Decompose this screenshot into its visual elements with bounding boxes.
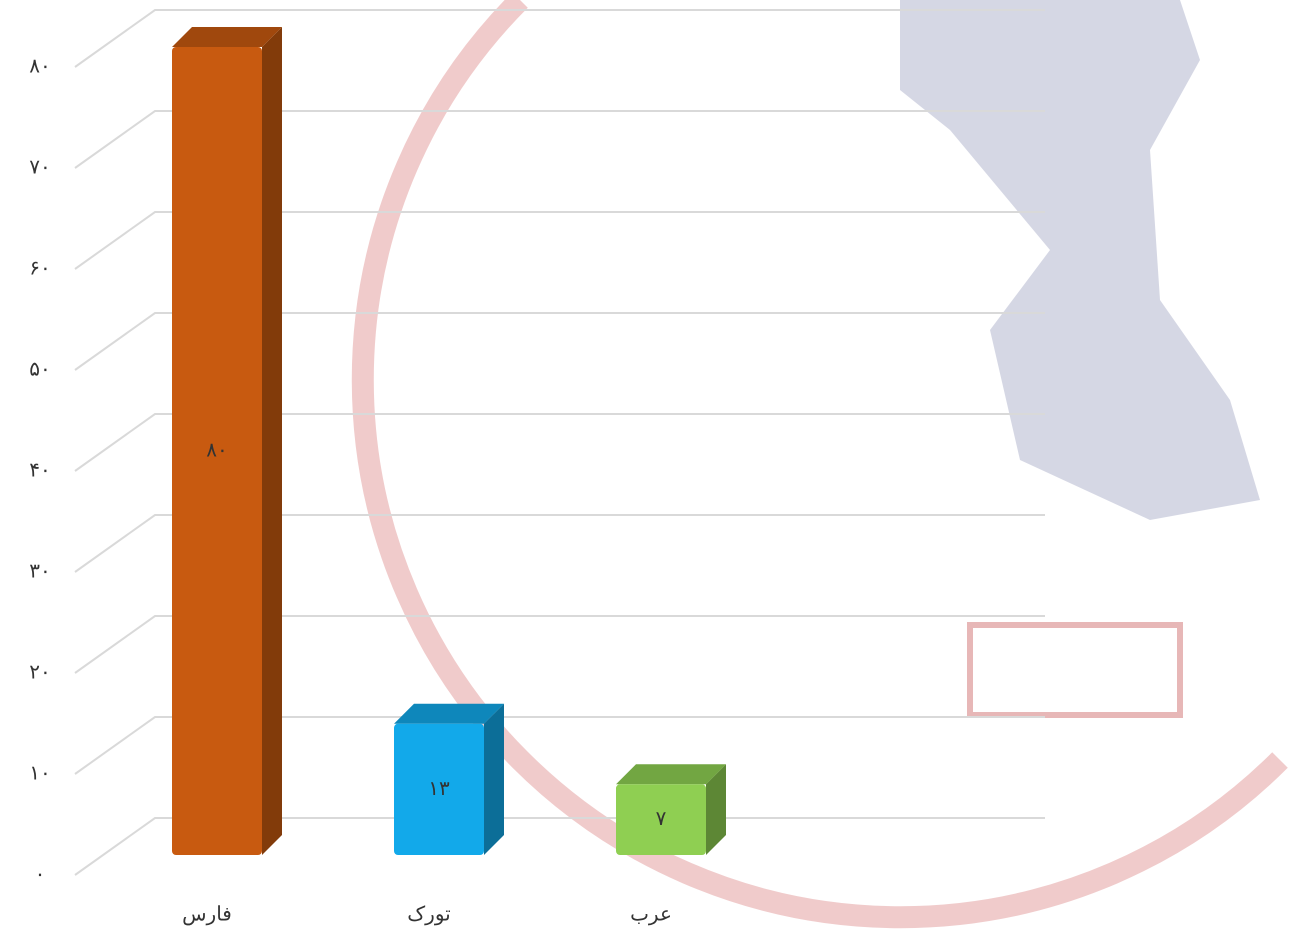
bar-top — [172, 27, 282, 47]
x-tick-label: فارس — [182, 902, 232, 926]
bar — [394, 723, 484, 855]
x-tick-label: عرب — [630, 902, 672, 926]
y-tick-label: ۳۰ — [29, 559, 50, 583]
y-tick-label: ۰ — [35, 862, 46, 886]
grid-line — [74, 716, 1045, 775]
y-tick-label: ۱۰ — [29, 761, 50, 785]
grid-line — [74, 211, 1045, 270]
bar-side — [484, 703, 504, 855]
data-label: ۱۳ — [428, 776, 450, 800]
bar-top — [394, 703, 504, 724]
grid-line — [74, 817, 1045, 876]
watermark — [351, 0, 1288, 929]
grid-line — [74, 9, 1045, 68]
grid-line — [74, 615, 1045, 674]
y-tick-label: ۸۰ — [29, 54, 50, 78]
y-tick-label: ۶۰ — [29, 256, 50, 280]
y-tick-label: ۷۰ — [29, 155, 50, 179]
bar-top — [616, 764, 726, 785]
grid-line — [74, 312, 1045, 371]
bar-side — [706, 764, 726, 855]
bar — [616, 784, 706, 855]
grid-line — [74, 110, 1045, 169]
y-tick-label: ۴۰ — [29, 458, 50, 482]
x-tick-label: تورک — [407, 902, 450, 926]
grid-line — [74, 514, 1045, 573]
bar-side — [262, 27, 282, 855]
y-tick-label: ۲۰ — [29, 660, 50, 684]
y-tick-label: ۵۰ — [29, 357, 50, 381]
data-label: ۸۰ — [206, 438, 227, 462]
data-label: ۷ — [656, 806, 667, 830]
bar — [172, 47, 262, 855]
grid-line — [74, 413, 1045, 472]
